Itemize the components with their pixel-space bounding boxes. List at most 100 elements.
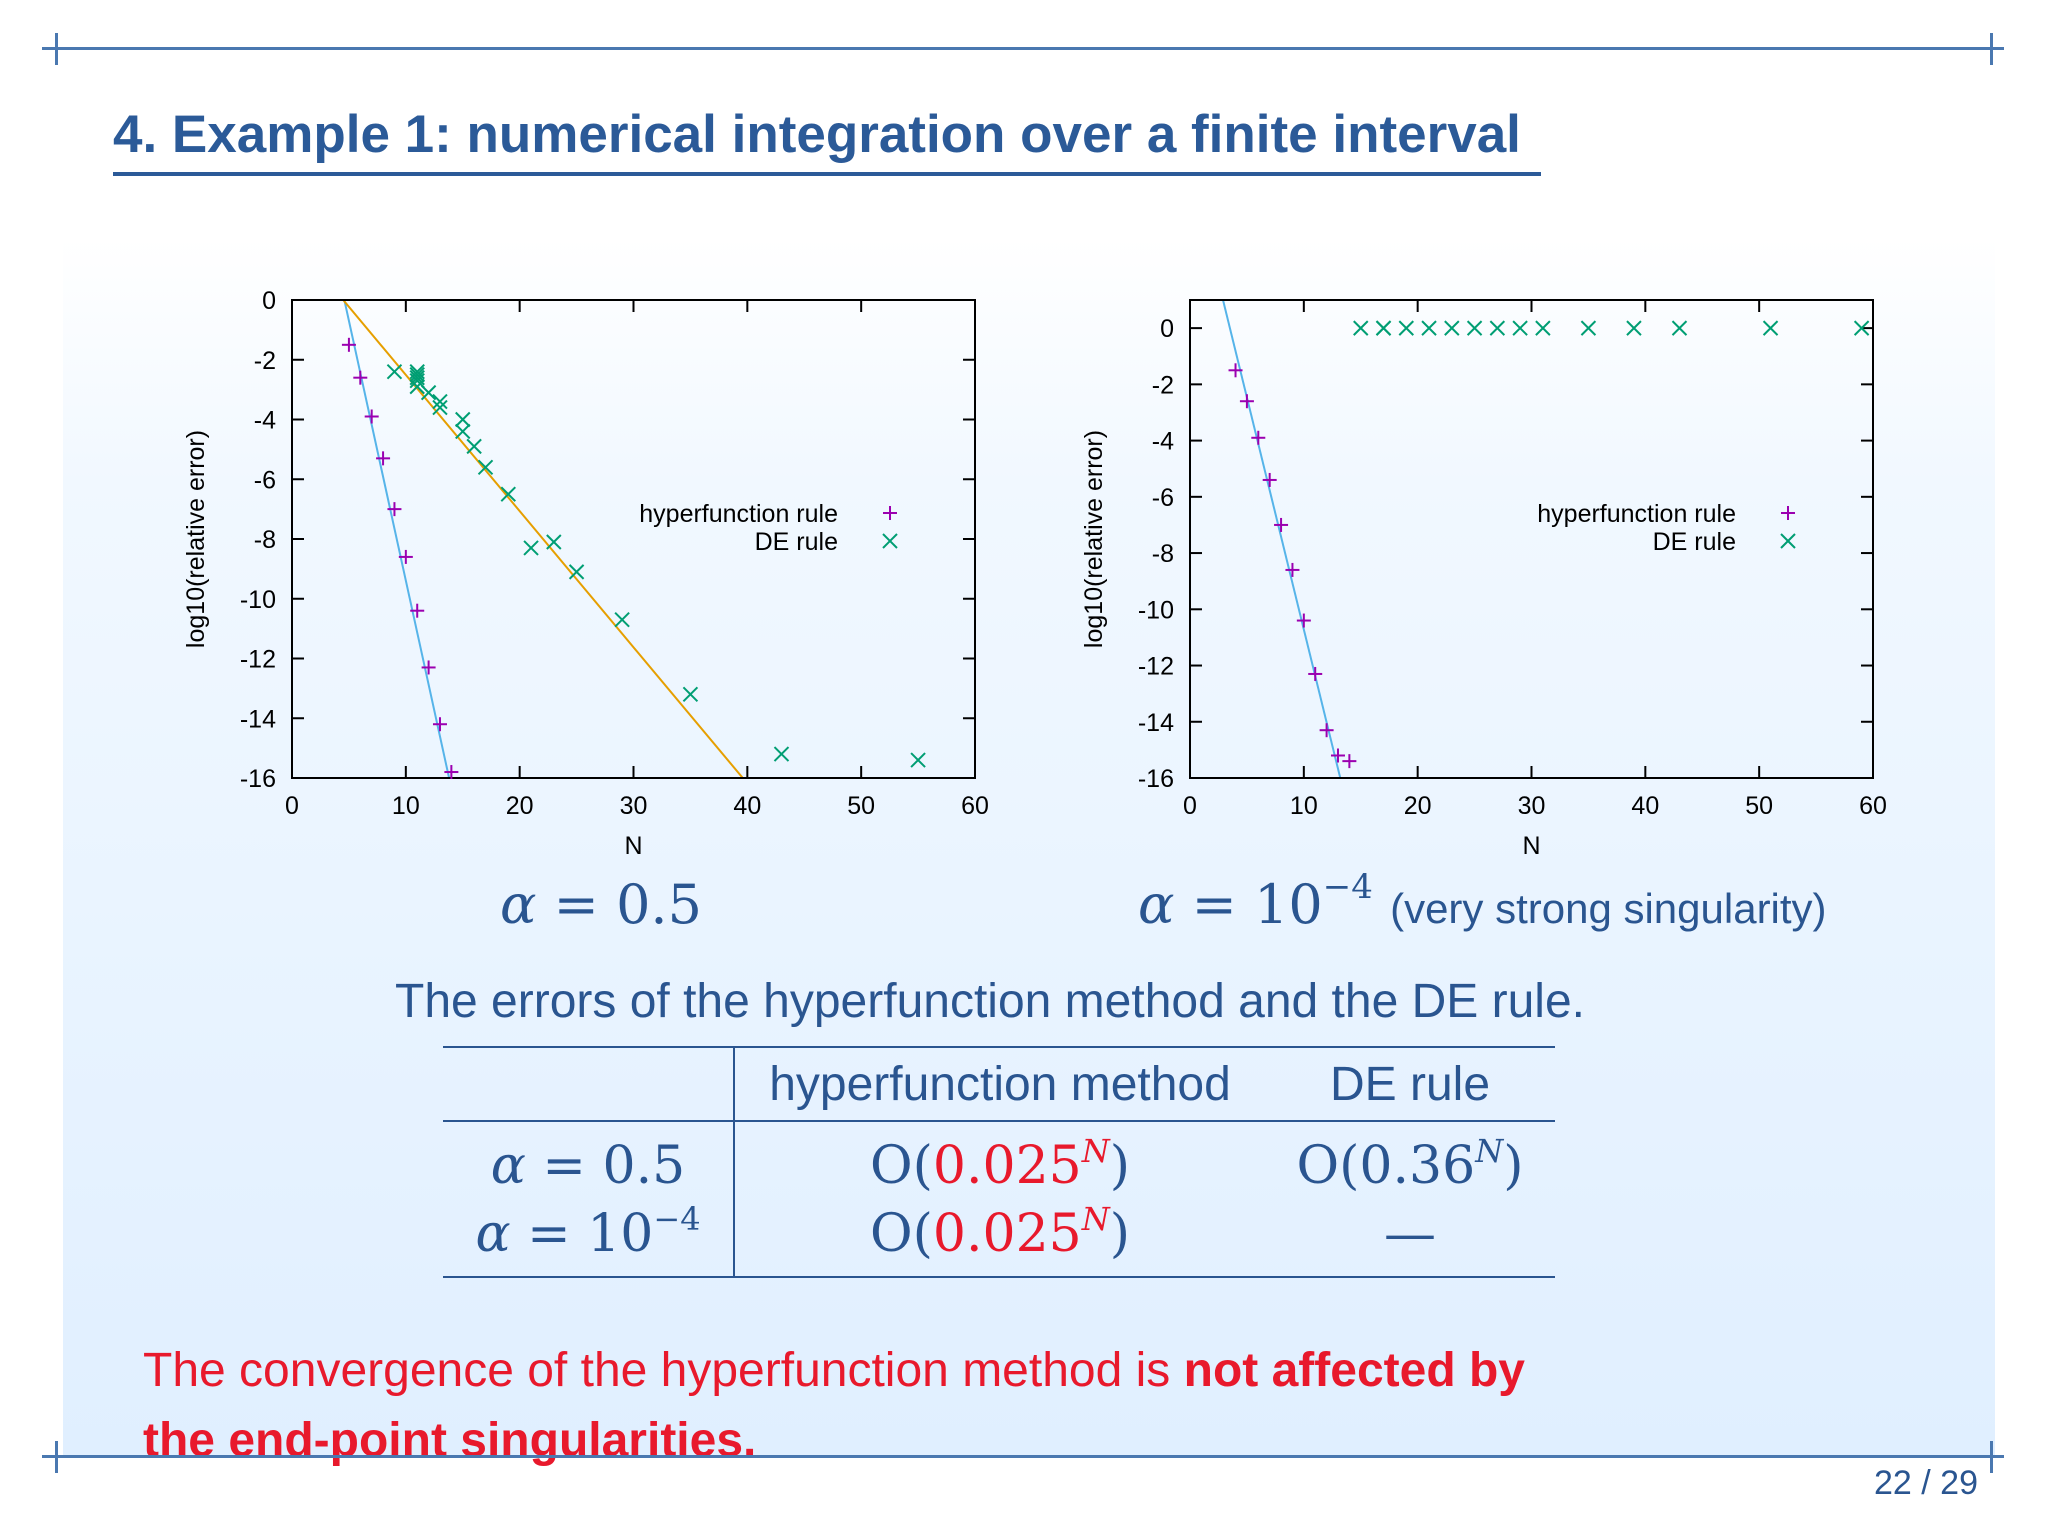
y-tick-label: 0 [262,287,276,315]
data-point [466,438,482,455]
frame-bottom-left-tick [55,1441,58,1473]
table-cell-de-rate: — [1265,1200,1555,1278]
data-point [910,752,926,768]
y-tick-label: -4 [254,407,276,435]
x-tick-label: 60 [1859,792,1887,820]
data-point [1626,320,1642,336]
x-tick-label: 50 [1745,792,1773,820]
x-tick-label: 20 [1404,792,1432,820]
table-row: α = 0.5 O(0.025N) O(0.36N) [443,1121,1555,1200]
frame-top-right-tick [1990,33,1993,65]
plot-frame [1189,299,1874,779]
x-axis-label: N [624,832,642,860]
y-tick-label: -10 [1138,596,1174,624]
conclusion-emphasis: not affected by the end-point singularit… [143,1344,1525,1467]
y-tick-label: -2 [254,347,276,375]
x-tick-label: 10 [392,792,420,820]
legend-entry: DE rule [1653,528,1736,556]
data-point [387,502,402,517]
data-point [409,366,425,383]
data-point [1762,320,1779,336]
y-axis-label: log10(relative error) [182,430,210,648]
y-tick-label: -4 [1152,428,1174,456]
legend-entry: hyperfunction rule [639,500,838,528]
data-point [1853,320,1870,336]
data-point [409,372,425,389]
legend-marker [1781,506,1795,520]
fit-line-a [343,300,451,778]
data-point [773,746,790,762]
data-point [455,411,471,428]
data-point [1296,613,1311,628]
data-point [1580,320,1597,336]
data-point [386,363,403,380]
data-point [376,451,391,466]
fit-line-a [1222,300,1342,778]
y-tick-label: 0 [1160,315,1174,343]
data-point [1444,320,1460,336]
data-point [341,337,356,352]
data-point [1262,472,1277,487]
data-point [455,423,471,440]
frame-bottom-right-tick [1990,1441,1993,1473]
table-cell-de-rate: O(0.36N) [1296,1132,1524,1196]
x-tick-label: 10 [1290,792,1318,820]
data-point [1466,320,1483,336]
table-header-hyperfunction: hyperfunction method [734,1046,1265,1122]
data-point [410,603,425,618]
y-tick-label: -2 [1152,371,1174,399]
data-point [1274,517,1289,532]
legend-entry: DE rule [755,528,838,556]
legend-entry: hyperfunction rule [1537,500,1736,528]
data-point [353,370,368,385]
x-tick-label: 0 [1183,792,1197,820]
alpha-value-left: 0.5 [616,873,702,936]
x-tick-label: 20 [506,792,534,820]
y-tick-label: -12 [1138,653,1174,681]
data-point [1375,320,1392,336]
data-point [1228,363,1243,378]
legend-marker [1780,533,1796,549]
table-cell-hyperfunction-rate: O(0.025N) [869,1132,1131,1196]
x-tick-label: 30 [620,792,648,820]
y-tick-label: -16 [1138,765,1174,793]
x-tick-label: 30 [1518,792,1546,820]
table-caption: The errors of the hyperfunction method a… [395,975,1585,1028]
y-tick-label: -14 [240,705,276,733]
table-cell-alpha: α = 10−4 [443,1200,735,1278]
frame-top-left-tick [55,33,58,65]
data-point [546,534,562,550]
title-underline [113,172,1541,176]
alpha-value-right: 10 [1254,873,1323,936]
data-point [614,611,630,628]
y-tick-label: -8 [254,526,276,554]
data-point [1251,430,1266,445]
data-point [432,399,448,416]
frame-bottom-line [42,1455,2004,1458]
x-tick-label: 40 [733,792,761,820]
data-point [1398,320,1414,336]
x-tick-label: 60 [961,792,989,820]
data-point [477,459,494,476]
chart-alpha-1e-4: 0 10 20 30 40 50 60 0 -2 -4 -6 -8 -10 -12 -14 -16 Nlog10… [1080,299,1887,860]
frame-top-line [42,47,2004,50]
y-tick-label: -16 [240,765,276,793]
y-tick-label: -8 [1152,540,1174,568]
data-point [364,409,379,424]
x-axis-label: N [1522,832,1540,860]
alpha-label-left: α = 0.5 [500,873,702,936]
singularity-note: (very strong singularity) [1390,885,1827,932]
data-point [420,384,437,401]
data-point [421,660,436,675]
convergence-rate-table: hyperfunction method DE rule α = 0.5 O(0… [443,1046,1555,1278]
table-header-alpha [443,1046,735,1122]
x-tick-label: 50 [847,792,875,820]
data-point [1353,320,1369,336]
alpha-label-right: α = 10−4 (very strong singularity) [1138,867,1827,936]
table-header-de: DE rule [1265,1046,1555,1122]
not-applicable-dash: — [1384,1204,1436,1264]
table-cell-alpha: α = 0.5 [443,1121,735,1200]
legend-marker [882,533,898,549]
data-point [500,486,516,502]
table-row: α = 10−4 O(0.025N) — [443,1200,1555,1278]
